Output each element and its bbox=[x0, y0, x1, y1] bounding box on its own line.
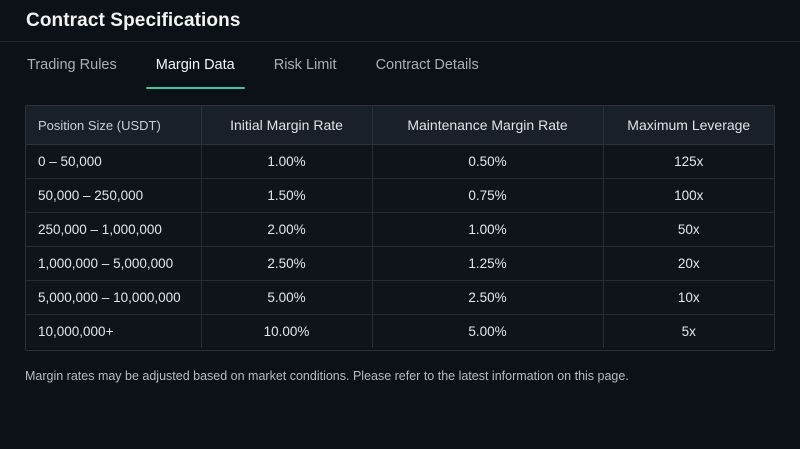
table-header-row: Position Size (USDT) Initial Margin Rate… bbox=[26, 106, 774, 145]
table-row: 50,000 – 250,000 1.50% 0.75% 100x bbox=[26, 178, 774, 213]
max-leverage-cell: 10x bbox=[603, 280, 774, 315]
panel-header: Contract Specifications bbox=[0, 0, 800, 42]
table-row: 0 – 50,000 1.00% 0.50% 125x bbox=[26, 144, 774, 179]
footer-note: Margin rates may be adjusted based on ma… bbox=[25, 369, 629, 383]
initial-margin-cell: 10.00% bbox=[201, 314, 373, 348]
table-row: 1,000,000 – 5,000,000 2.50% 1.25% 20x bbox=[26, 246, 774, 281]
initial-margin-cell: 5.00% bbox=[201, 280, 373, 315]
maintenance-margin-cell: 0.50% bbox=[372, 144, 604, 179]
column-header-max-leverage: Maximum Leverage bbox=[603, 106, 774, 145]
position-size-cell: 50,000 – 250,000 bbox=[26, 178, 202, 213]
margin-table: Position Size (USDT) Initial Margin Rate… bbox=[25, 105, 775, 351]
maintenance-margin-cell: 0.75% bbox=[372, 178, 604, 213]
initial-margin-cell: 2.50% bbox=[201, 246, 373, 281]
tab-contract-details[interactable]: Contract Details bbox=[375, 57, 479, 73]
tab-bar: Trading Rules Margin Data Risk Limit Con… bbox=[0, 42, 800, 89]
position-size-cell: 1,000,000 – 5,000,000 bbox=[26, 246, 202, 281]
column-header-position-size: Position Size (USDT) bbox=[26, 106, 202, 145]
table-row: 250,000 – 1,000,000 2.00% 1.00% 50x bbox=[26, 212, 774, 247]
column-header-maintenance-margin: Maintenance Margin Rate bbox=[372, 106, 604, 145]
max-leverage-cell: 100x bbox=[603, 178, 774, 213]
tab-risk-limit[interactable]: Risk Limit bbox=[273, 57, 337, 73]
position-size-cell: 250,000 – 1,000,000 bbox=[26, 212, 202, 247]
position-size-cell: 5,000,000 – 10,000,000 bbox=[26, 280, 202, 315]
table-row: 10,000,000+ 10.00% 5.00% 5x bbox=[26, 314, 774, 348]
table-row: 5,000,000 – 10,000,000 5.00% 2.50% 10x bbox=[26, 280, 774, 315]
page-title: Contract Specifications bbox=[26, 9, 241, 31]
max-leverage-cell: 5x bbox=[603, 314, 774, 348]
margin-data-table: Position Size (USDT) Initial Margin Rate… bbox=[26, 106, 774, 348]
max-leverage-cell: 50x bbox=[603, 212, 774, 247]
tab-margin-data[interactable]: Margin Data bbox=[145, 42, 245, 89]
column-header-initial-margin: Initial Margin Rate bbox=[201, 106, 373, 145]
max-leverage-cell: 125x bbox=[603, 144, 774, 179]
position-size-cell: 10,000,000+ bbox=[26, 314, 202, 348]
initial-margin-cell: 1.50% bbox=[201, 178, 373, 213]
initial-margin-cell: 1.00% bbox=[201, 144, 373, 179]
max-leverage-cell: 20x bbox=[603, 246, 774, 281]
tab-trading-rules[interactable]: Trading Rules bbox=[27, 57, 117, 73]
maintenance-margin-cell: 5.00% bbox=[372, 314, 604, 348]
maintenance-margin-cell: 2.50% bbox=[372, 280, 604, 315]
maintenance-margin-cell: 1.25% bbox=[372, 246, 604, 281]
initial-margin-cell: 2.00% bbox=[201, 212, 373, 247]
position-size-cell: 0 – 50,000 bbox=[26, 144, 202, 179]
maintenance-margin-cell: 1.00% bbox=[372, 212, 604, 247]
